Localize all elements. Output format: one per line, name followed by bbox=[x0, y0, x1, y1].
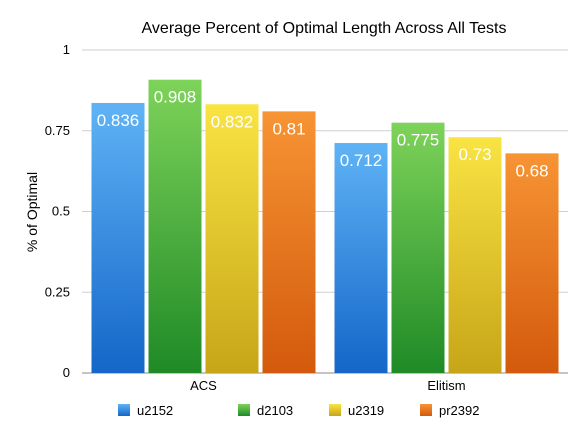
bar-value-label: 0.836 bbox=[97, 111, 140, 130]
bar-value-label: 0.775 bbox=[397, 131, 440, 150]
bar-u2319-acs bbox=[205, 104, 259, 373]
bar-value-label: 0.73 bbox=[458, 145, 491, 164]
y-tick-labels: 0 0.25 0.5 0.75 1 bbox=[45, 42, 70, 380]
category-labels: ACS Elitism bbox=[190, 378, 466, 393]
y-tick-label: 0.25 bbox=[45, 284, 70, 299]
bar-pr2392-acs bbox=[262, 111, 316, 374]
y-tick-label: 1 bbox=[63, 42, 70, 57]
category-label: ACS bbox=[190, 378, 217, 393]
chart-title: Average Percent of Optimal Length Across… bbox=[142, 20, 507, 37]
y-axis-label: % of Optimal bbox=[24, 172, 40, 252]
bar-d2103-acs bbox=[148, 79, 202, 373]
legend-swatch-d2103 bbox=[238, 404, 250, 416]
bar-value-label: 0.908 bbox=[154, 88, 197, 107]
bar-u2319-elitism bbox=[448, 137, 502, 373]
legend-label-u2319: u2319 bbox=[348, 403, 384, 418]
bar-value-label: 0.712 bbox=[340, 151, 383, 170]
bar-value-label: 0.68 bbox=[515, 161, 548, 180]
legend-swatch-u2152 bbox=[118, 404, 130, 416]
legend: u2152 d2103 u2319 pr2392 bbox=[118, 403, 479, 418]
legend-swatch-u2319 bbox=[329, 404, 341, 416]
bars: 0.836 0.908 0.832 0.81 0.712 0.775 0.73 0.68 bbox=[91, 79, 559, 374]
bar-u2152-acs bbox=[91, 102, 145, 374]
y-tick-label: 0.5 bbox=[52, 204, 70, 219]
legend-label-u2152: u2152 bbox=[137, 403, 173, 418]
bar-u2152-elitism bbox=[334, 143, 388, 373]
category-label: Elitism bbox=[427, 378, 465, 393]
legend-swatch-pr2392 bbox=[420, 404, 432, 416]
bar-pr2392-elitism bbox=[505, 153, 559, 373]
y-tick-label: 0.75 bbox=[45, 123, 70, 138]
legend-label-pr2392: pr2392 bbox=[439, 403, 479, 418]
y-tick-label: 0 bbox=[63, 365, 70, 380]
bar-value-label: 0.832 bbox=[211, 112, 254, 131]
bar-value-label: 0.81 bbox=[272, 119, 305, 138]
legend-label-d2103: d2103 bbox=[257, 403, 293, 418]
bar-d2103-elitism bbox=[391, 122, 445, 373]
